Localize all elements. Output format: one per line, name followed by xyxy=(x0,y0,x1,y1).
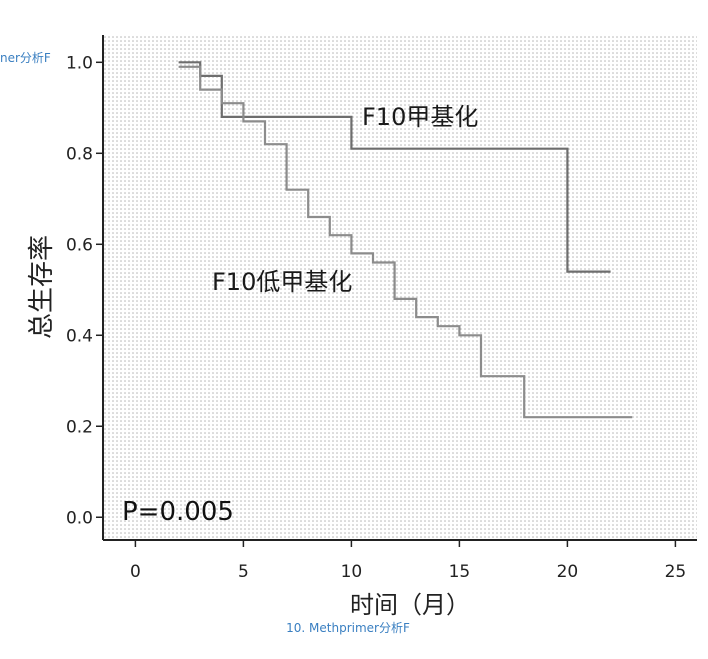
y-tick-label: 0.0 xyxy=(66,508,93,528)
x-tick-label: 0 xyxy=(130,562,141,582)
series-label-methylated: F10甲基化 xyxy=(362,103,478,131)
y-ticks: 0.0 0.2 0.4 0.6 0.8 1.0 xyxy=(66,53,103,528)
y-axis-title: 总生存率 xyxy=(27,235,57,339)
x-tick-label: 5 xyxy=(238,562,249,582)
y-tick-label: 0.2 xyxy=(66,417,93,437)
survival-chart: 0 5 10 15 20 25 0.0 0.2 0.4 0.6 0.8 1.0 F10甲基化 F10… xyxy=(0,0,708,659)
caption-top-left: ner分析F xyxy=(0,51,51,65)
caption-bottom: 10. Methprimer分析F xyxy=(286,621,410,635)
y-tick-label: 0.4 xyxy=(66,326,93,346)
series-label-hypomethylated: F10低甲基化 xyxy=(212,268,352,296)
x-tick-label: 20 xyxy=(557,562,579,582)
x-tick-label: 25 xyxy=(665,562,687,582)
x-axis-title: 时间（月） xyxy=(350,591,470,619)
y-tick-label: 0.8 xyxy=(66,144,93,164)
y-tick-label: 0.6 xyxy=(66,235,93,255)
x-tick-label: 10 xyxy=(341,562,363,582)
p-value-annotation: P=0.005 xyxy=(122,497,234,527)
x-tick-label: 15 xyxy=(449,562,471,582)
x-ticks: 0 5 10 15 20 25 xyxy=(130,540,686,582)
y-tick-label: 1.0 xyxy=(66,53,93,73)
